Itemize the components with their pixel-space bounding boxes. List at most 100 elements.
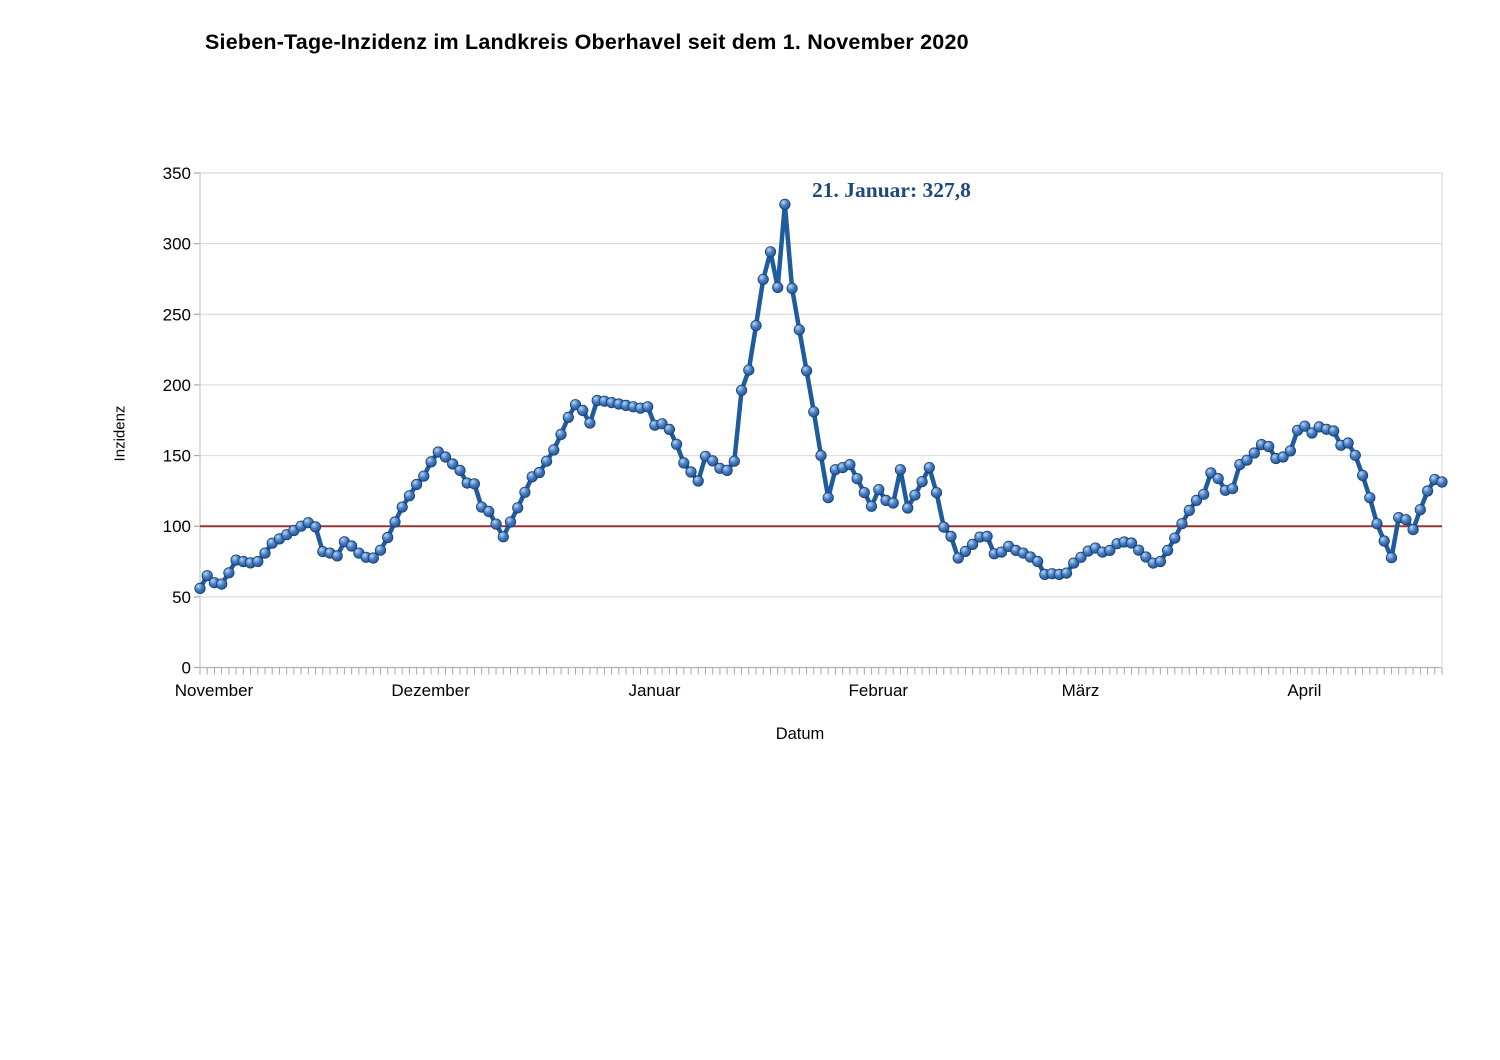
data-point xyxy=(721,464,733,476)
data-point xyxy=(1227,482,1239,495)
data-point xyxy=(1032,555,1044,568)
data-point xyxy=(923,461,935,474)
x-axis-ticks xyxy=(199,668,1443,675)
data-point xyxy=(555,428,567,440)
data-point xyxy=(1385,552,1398,564)
y-tick-label: 200 xyxy=(163,376,191,395)
data-point xyxy=(309,521,322,533)
data-point xyxy=(902,502,914,514)
data-point xyxy=(757,273,769,285)
data-point xyxy=(642,401,654,413)
data-point xyxy=(425,456,437,468)
data-point-markers xyxy=(194,198,1448,595)
chart-title: Sieben-Tage-Inzidenz im Landkreis Oberha… xyxy=(205,30,969,54)
data-point xyxy=(1125,537,1138,549)
data-point xyxy=(490,518,502,530)
data-point xyxy=(1277,451,1289,463)
data-point xyxy=(873,483,885,496)
data-point xyxy=(764,246,777,258)
data-point xyxy=(497,531,509,543)
x-month-label: März xyxy=(1062,681,1100,700)
data-point xyxy=(533,466,546,479)
data-point xyxy=(396,501,408,513)
data-point xyxy=(894,464,907,476)
data-point xyxy=(1400,514,1412,526)
data-point xyxy=(685,466,697,478)
data-point xyxy=(1328,425,1340,437)
x-month-label: Januar xyxy=(628,681,680,700)
data-point xyxy=(374,544,387,556)
incidence-line xyxy=(197,202,1445,591)
data-point xyxy=(1183,504,1195,516)
y-tick-label: 350 xyxy=(163,164,191,183)
data-point xyxy=(548,444,560,456)
data-point xyxy=(707,455,719,467)
data-point xyxy=(447,458,459,470)
data-point xyxy=(959,545,972,558)
data-point xyxy=(389,516,401,528)
y-tick-label: 50 xyxy=(172,588,191,607)
data-point xyxy=(1263,440,1275,453)
data-point xyxy=(1212,472,1224,485)
data-point xyxy=(1414,504,1426,516)
y-tick-label: 300 xyxy=(163,235,191,254)
data-point xyxy=(194,582,206,595)
data-point xyxy=(844,458,856,471)
x-month-label: Dezember xyxy=(391,681,470,700)
data-point xyxy=(1140,551,1152,563)
data-point xyxy=(793,324,805,336)
data-point xyxy=(483,505,495,517)
data-point xyxy=(1133,544,1145,556)
data-point xyxy=(1349,449,1361,461)
data-point xyxy=(1407,523,1419,536)
data-point xyxy=(1342,437,1354,449)
data-point xyxy=(1371,518,1383,530)
data-point xyxy=(743,364,755,376)
data-point xyxy=(1176,518,1188,530)
data-point xyxy=(1205,467,1217,479)
data-point xyxy=(418,470,430,482)
data-point xyxy=(403,490,415,502)
data-point xyxy=(1162,544,1174,557)
data-point xyxy=(468,478,480,490)
data-point xyxy=(223,567,235,579)
data-point xyxy=(822,492,834,504)
data-point xyxy=(887,497,899,509)
data-point xyxy=(772,281,784,293)
y-tick-label: 150 xyxy=(163,447,191,466)
data-point xyxy=(800,365,813,377)
data-point xyxy=(1248,447,1260,459)
data-point xyxy=(562,411,574,423)
data-point xyxy=(981,530,993,543)
data-point xyxy=(678,457,690,469)
month-labels: November Dezember Januar Februar März April xyxy=(175,681,1322,700)
data-point xyxy=(735,384,748,396)
data-point xyxy=(1364,492,1376,504)
data-point xyxy=(1154,555,1167,568)
data-point xyxy=(945,530,957,543)
data-point xyxy=(1436,476,1448,488)
data-point xyxy=(1299,420,1311,432)
data-point xyxy=(966,538,979,551)
data-point xyxy=(670,438,683,450)
data-point xyxy=(331,550,343,562)
data-point xyxy=(1378,535,1390,547)
data-point xyxy=(216,578,228,590)
data-point xyxy=(930,486,943,499)
data-point xyxy=(1357,469,1369,481)
y-tick-labels: 0 50 100 150 200 250 300 350 xyxy=(163,164,191,678)
data-point xyxy=(1169,532,1181,544)
data-point xyxy=(382,531,394,544)
data-point xyxy=(201,570,213,582)
data-point xyxy=(367,552,379,564)
data-point xyxy=(728,455,740,467)
y-tick-label: 100 xyxy=(163,517,191,536)
data-point xyxy=(1060,567,1073,579)
data-point xyxy=(1075,551,1087,563)
y-tick-label: 0 xyxy=(182,659,191,678)
data-point xyxy=(252,555,264,568)
gridlines xyxy=(194,172,1443,669)
data-point xyxy=(916,476,928,488)
peak-annotation: 21. Januar: 327,8 xyxy=(812,178,971,202)
